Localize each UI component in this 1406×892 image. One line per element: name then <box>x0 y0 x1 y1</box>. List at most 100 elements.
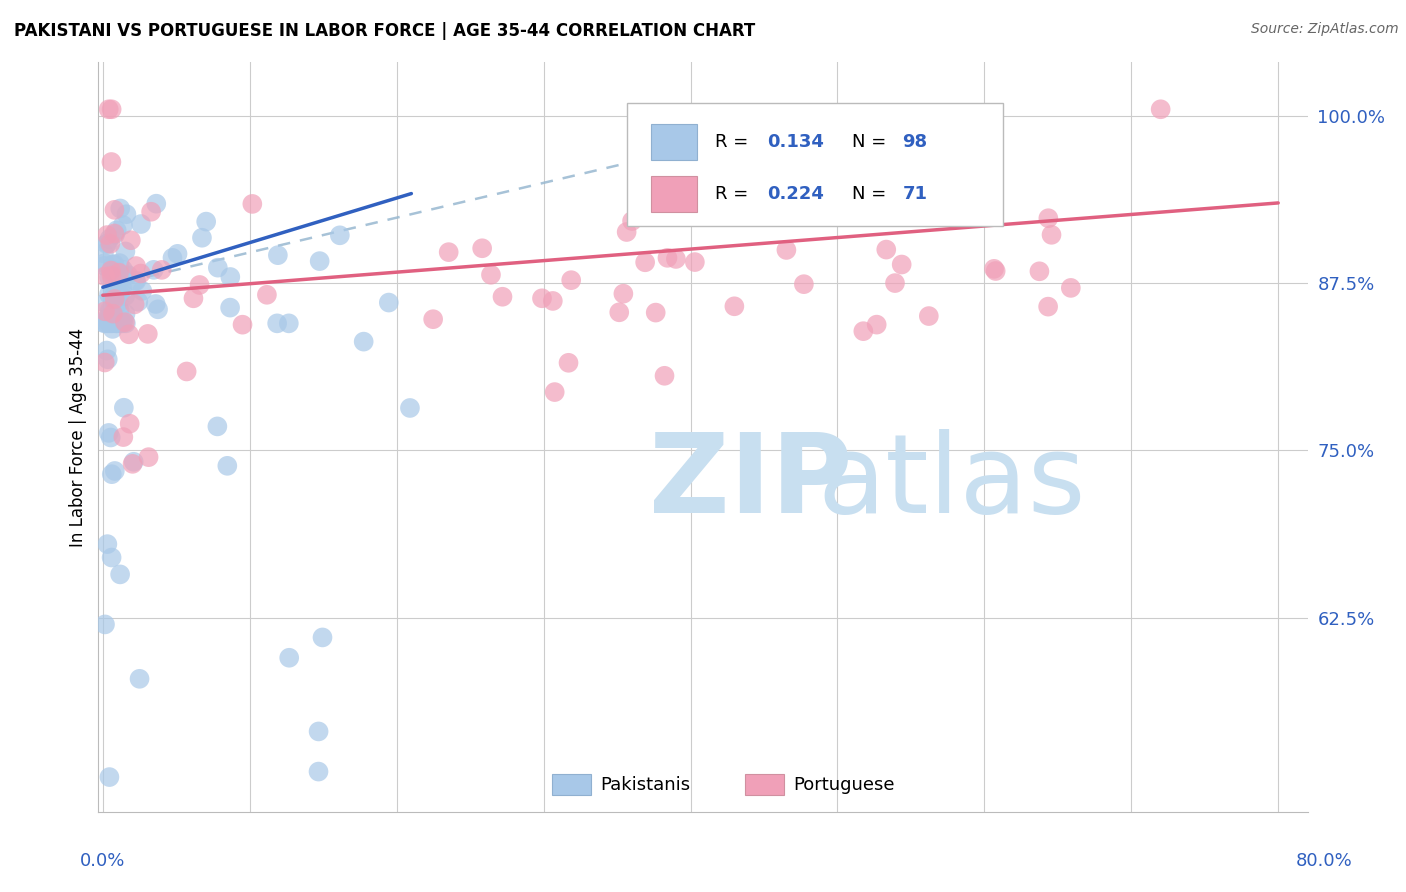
Point <box>890 258 912 272</box>
Point <box>491 290 513 304</box>
Point <box>98 270 121 285</box>
Point <box>104 464 127 478</box>
Point <box>96 236 118 251</box>
Point <box>101 262 124 277</box>
Point <box>96 537 118 551</box>
Point <box>875 243 897 257</box>
Point <box>97 287 120 301</box>
Point <box>100 430 122 444</box>
Point <box>96 312 118 326</box>
Point <box>207 260 229 275</box>
Point <box>105 317 128 331</box>
Point <box>607 305 630 319</box>
Point <box>353 334 375 349</box>
Point <box>129 217 152 231</box>
Point <box>114 307 136 321</box>
Point <box>112 401 135 415</box>
Point <box>103 257 125 271</box>
Point <box>191 231 214 245</box>
Point <box>240 197 263 211</box>
Text: 0.0%: 0.0% <box>80 852 125 870</box>
Point <box>111 281 134 295</box>
Point <box>98 306 121 320</box>
Point <box>100 155 122 169</box>
Point <box>98 317 121 331</box>
Point <box>557 356 579 370</box>
Point <box>162 251 184 265</box>
Point <box>96 343 118 358</box>
FancyBboxPatch shape <box>627 103 1002 226</box>
Point <box>207 419 229 434</box>
Text: 80.0%: 80.0% <box>1296 852 1353 870</box>
Point <box>139 204 162 219</box>
Point <box>94 296 117 310</box>
Point <box>124 297 146 311</box>
Point <box>114 244 136 259</box>
Point <box>96 317 118 331</box>
Point <box>657 251 679 265</box>
Bar <box>551 774 591 796</box>
Point <box>93 317 115 331</box>
Point <box>98 770 121 784</box>
Point <box>530 291 553 305</box>
Point <box>852 324 875 338</box>
Point <box>644 305 666 319</box>
Bar <box>651 124 697 160</box>
Point <box>131 284 153 298</box>
Text: 71: 71 <box>903 186 928 203</box>
Point <box>266 317 288 331</box>
Point <box>112 313 135 327</box>
Point <box>127 294 149 309</box>
Point <box>311 631 333 645</box>
Text: 98: 98 <box>903 133 928 151</box>
Point <box>101 307 124 321</box>
Point <box>256 287 278 301</box>
Point <box>111 218 134 232</box>
Text: R =: R = <box>716 133 754 151</box>
Point <box>100 268 122 283</box>
Point <box>97 236 120 251</box>
Point <box>93 355 115 369</box>
Point <box>145 297 167 311</box>
Point <box>278 650 301 665</box>
Point <box>96 228 118 243</box>
Point <box>544 385 567 400</box>
Point <box>108 288 131 302</box>
Point <box>665 252 688 266</box>
Point <box>231 318 253 332</box>
Point <box>108 567 131 582</box>
Point <box>308 724 330 739</box>
Point <box>308 764 330 779</box>
Point <box>118 327 141 342</box>
Point <box>142 262 165 277</box>
Point <box>93 246 115 260</box>
Point <box>399 401 422 415</box>
Point <box>107 276 129 290</box>
Text: ZIP: ZIP <box>648 428 852 535</box>
Point <box>101 317 124 331</box>
Point <box>541 293 564 308</box>
Point <box>437 245 460 260</box>
Point <box>138 450 160 465</box>
Point <box>983 261 1005 276</box>
Point <box>103 227 125 241</box>
Point <box>329 228 352 243</box>
Point <box>188 277 211 292</box>
Point <box>793 277 815 292</box>
Point <box>101 268 124 283</box>
Point <box>616 225 638 239</box>
Point <box>120 233 142 247</box>
Point <box>723 299 745 313</box>
Point <box>422 312 444 326</box>
Y-axis label: In Labor Force | Age 35-44: In Labor Force | Age 35-44 <box>69 327 87 547</box>
Point <box>145 196 167 211</box>
Point <box>125 259 148 273</box>
Point <box>866 318 889 332</box>
Point <box>101 322 124 336</box>
Point <box>93 316 115 330</box>
Point <box>195 214 218 228</box>
Point <box>105 280 128 294</box>
Point <box>308 254 330 268</box>
Point <box>93 256 115 270</box>
Point <box>150 263 173 277</box>
